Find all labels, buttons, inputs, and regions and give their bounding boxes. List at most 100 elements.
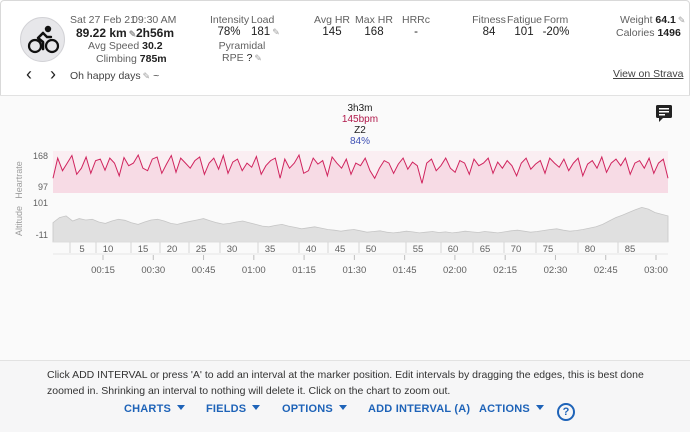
activity-chart[interactable]: 3h3m 145bpm Z2 84% Heartrate Altitude 16…: [0, 96, 690, 360]
km-tick-label: 35: [265, 244, 276, 255]
edit-pencil-icon[interactable]: ✎: [128, 29, 137, 39]
km-tick-label: 15: [138, 244, 149, 255]
hrrc-value: -: [414, 26, 418, 38]
weight-value: 64.1: [655, 14, 676, 26]
km-tick-label: 75: [543, 244, 554, 255]
climbing-row: Climbing 785m: [96, 53, 167, 65]
km-tick-label: 70: [511, 244, 522, 255]
alt-axis-top: 101: [33, 198, 48, 208]
max-hr-value: 168: [364, 26, 384, 38]
time-tick-label: 00:15: [91, 265, 115, 276]
time-tick-label: 02:30: [544, 265, 568, 276]
options-menu-button[interactable]: OPTIONS: [282, 403, 347, 415]
altitude-axis-label: Altitude: [14, 206, 24, 236]
time-tick-label: 01:45: [393, 265, 417, 276]
activity-title-row[interactable]: Oh happy days ✎ ~: [70, 70, 159, 82]
load-value: 181: [251, 26, 271, 38]
options-label: OPTIONS: [282, 403, 333, 415]
hr-axis-bottom: 97: [38, 182, 48, 192]
activity-title: Oh happy days: [70, 70, 141, 82]
tooltip-zone: Z2: [354, 125, 366, 136]
comment-icon[interactable]: [656, 105, 672, 122]
km-tick-label: 40: [306, 244, 317, 255]
edit-pencil-icon[interactable]: ✎: [254, 53, 262, 63]
intensity-label: Intensity: [210, 14, 250, 26]
caret-down-icon: [252, 405, 261, 410]
help-text: Click ADD INTERVAL or press 'A' to add a…: [47, 369, 644, 397]
intensity-value: 78%: [217, 26, 241, 38]
rpe-row[interactable]: RPE ? ✎: [220, 52, 264, 64]
altitude-series-area: [52, 206, 669, 243]
rpe-label: RPE: [222, 52, 244, 64]
avg-speed-label: Avg Speed: [88, 40, 140, 52]
climbing-label: Climbing: [96, 53, 137, 65]
time-tick-label: 00:45: [192, 265, 216, 276]
hr-axis-top: 168: [33, 151, 48, 161]
heartrate-area: [53, 155, 668, 193]
avg-hr-label: Avg HR: [314, 14, 350, 26]
time-tick-label: 01:15: [292, 265, 316, 276]
time-tick-label: 02:00: [443, 265, 467, 276]
tooltip-zone-pct: 84%: [350, 136, 370, 147]
charts-label: CHARTS: [124, 403, 172, 415]
calories-label: Calories: [616, 27, 655, 39]
max-hr-label: Max HR: [355, 14, 393, 26]
activity-type-avatar: [20, 17, 65, 62]
weight-row[interactable]: Weight 64.1 ✎: [620, 14, 685, 26]
fatigue-label: Fatigue: [507, 14, 543, 26]
activity-duration: 2h56m: [136, 26, 175, 40]
alt-axis-bottom: -11: [36, 230, 48, 240]
km-tick-label: 55: [413, 244, 424, 255]
charts-menu-button[interactable]: CHARTS: [124, 403, 186, 415]
activity-time: 09:30 AM: [132, 14, 177, 26]
time-tick-label: 02:45: [594, 265, 618, 276]
edit-pencil-icon[interactable]: ✎: [677, 15, 686, 25]
calories-value: 1496: [657, 27, 681, 39]
hrrc-label: HRRc: [402, 14, 430, 26]
heartrate-axis-label: Heartrate: [14, 161, 24, 199]
avg-speed-row: Avg Speed 30.2: [88, 40, 163, 52]
next-activity-arrow-icon[interactable]: ›: [50, 64, 56, 84]
avg-speed-value: 30.2: [142, 40, 163, 52]
fitness-value: 84: [482, 26, 496, 38]
km-tick-label: 45: [335, 244, 346, 255]
km-tick-label: 20: [167, 244, 178, 255]
activity-date: Sat 27 Feb 21: [70, 14, 136, 26]
previous-activity-arrow-icon[interactable]: ‹: [26, 64, 32, 84]
fields-menu-button[interactable]: FIELDS: [206, 403, 261, 415]
km-tick-label: 5: [79, 244, 84, 255]
heartrate-series-line: [52, 153, 669, 184]
fields-label: FIELDS: [206, 403, 247, 415]
load-label: Load: [251, 14, 275, 26]
load-row[interactable]: 181 ✎: [251, 26, 280, 38]
fatigue-value: 101: [514, 26, 534, 38]
edit-pencil-icon[interactable]: ✎: [142, 71, 151, 81]
caret-down-icon: [177, 405, 186, 410]
add-interval-button[interactable]: ADD INTERVAL (A): [368, 403, 471, 415]
form-value: -20%: [542, 26, 570, 38]
distance-row[interactable]: 89.22 km ✎: [76, 26, 136, 40]
edit-pencil-icon[interactable]: ✎: [272, 27, 280, 37]
calories-row: Calories 1496: [616, 27, 681, 39]
km-tick-label: 30: [227, 244, 238, 255]
view-on-strava-link[interactable]: View on Strava: [613, 68, 684, 80]
time-tick-label: 02:15: [493, 265, 517, 276]
tooltip-time: 3h3m: [347, 103, 372, 114]
km-tick-label: 25: [196, 244, 207, 255]
time-tick-label: 03:00: [644, 265, 668, 276]
weight-label: Weight: [620, 14, 653, 26]
actions-menu-button[interactable]: ACTIONS: [479, 403, 544, 415]
help-question-icon[interactable]: ?: [557, 403, 575, 421]
km-tick-label: 50: [366, 244, 377, 255]
km-tick-label: 10: [103, 244, 114, 255]
bicycle-icon: [27, 25, 60, 54]
form-label: Form: [543, 14, 569, 26]
caret-down-icon: [338, 405, 347, 410]
climbing-value: 785m: [139, 53, 167, 65]
time-tick-label: 01:00: [242, 265, 266, 276]
km-tick-label: 60: [448, 244, 459, 255]
actions-label: ACTIONS: [479, 403, 530, 415]
km-tick-label: 65: [480, 244, 491, 255]
time-tick-label: 01:30: [342, 265, 366, 276]
pyramidal-label: Pyramidal: [218, 40, 266, 52]
